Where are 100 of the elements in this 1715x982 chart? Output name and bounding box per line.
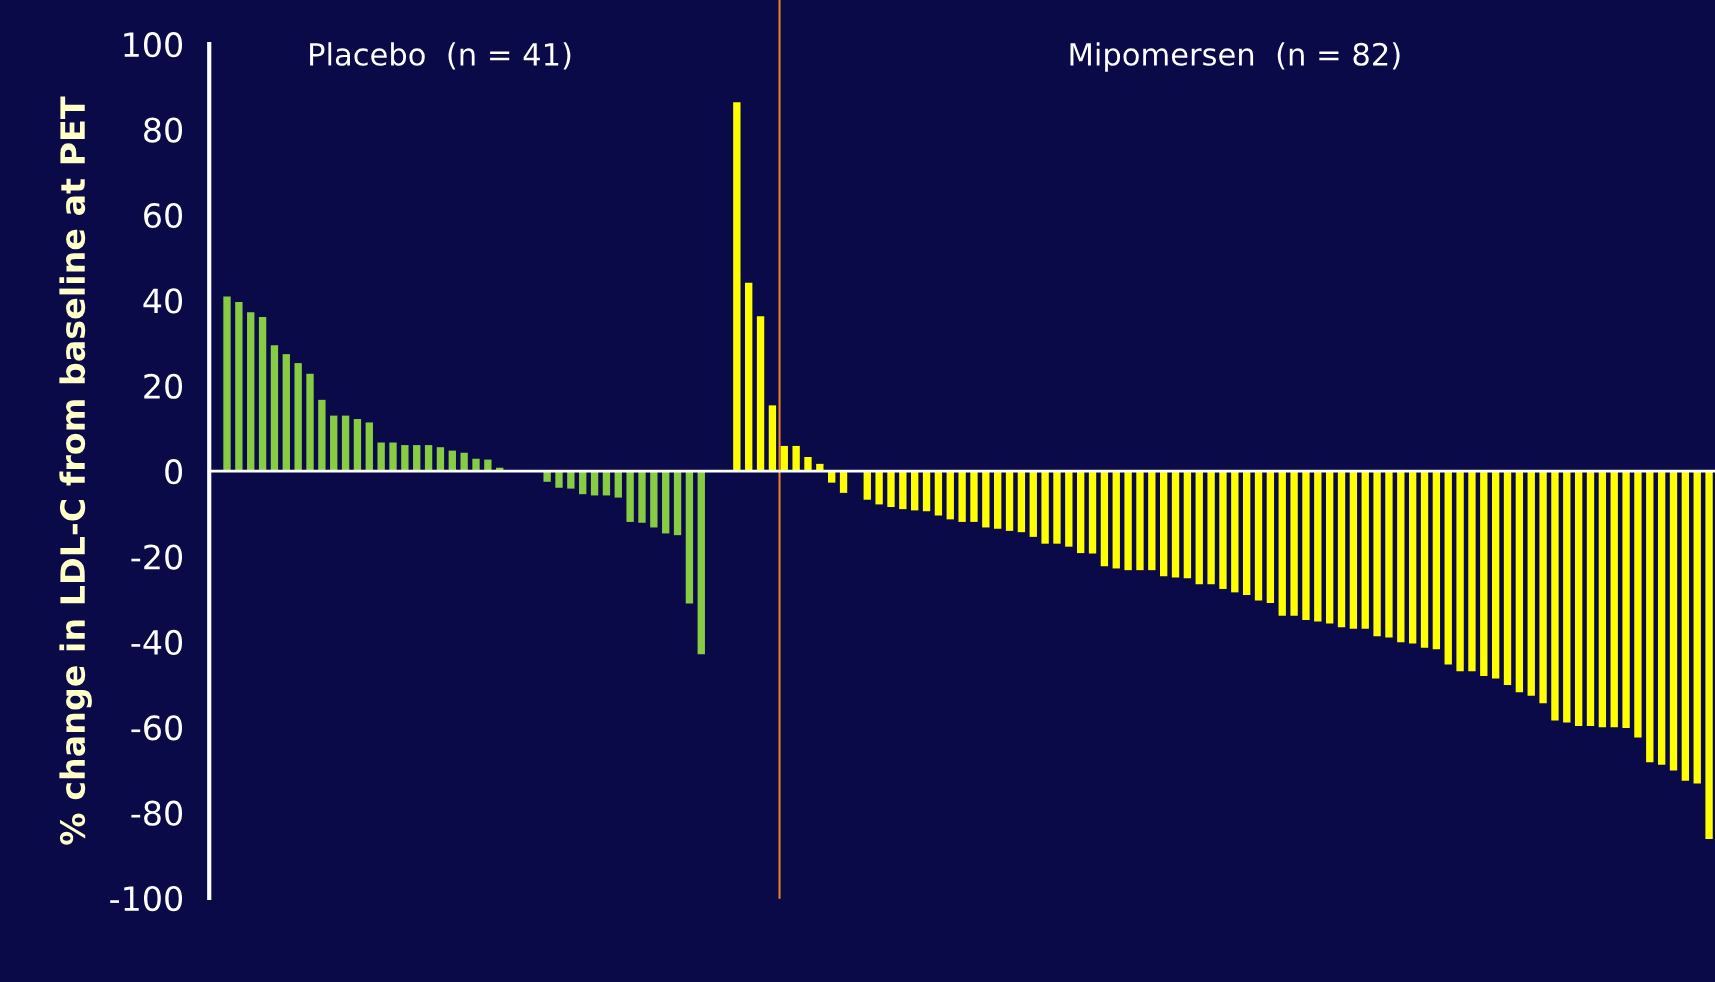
bar	[1349, 471, 1358, 629]
bar	[472, 458, 480, 472]
bar	[1646, 471, 1654, 763]
bar	[1242, 471, 1251, 595]
bar	[650, 471, 658, 528]
y-tick-label: 60	[144, 202, 183, 229]
bar	[1385, 471, 1393, 638]
bar	[1160, 471, 1168, 577]
bar	[1444, 471, 1452, 665]
bar	[1302, 471, 1310, 621]
bar	[1574, 471, 1583, 726]
bar	[1053, 471, 1061, 544]
bar	[662, 471, 670, 534]
bar	[1515, 471, 1524, 693]
bar	[733, 102, 741, 472]
bar	[306, 373, 314, 472]
bar	[1124, 471, 1132, 571]
bar	[1088, 471, 1097, 554]
bar	[934, 471, 943, 516]
bar	[258, 316, 267, 472]
bar	[460, 452, 468, 472]
bar	[1195, 471, 1203, 585]
bar	[1136, 471, 1144, 571]
bar	[982, 471, 990, 528]
bar	[768, 405, 777, 472]
bar	[1029, 471, 1037, 537]
bar	[1171, 471, 1180, 578]
bar	[1681, 471, 1690, 781]
bar	[1219, 471, 1227, 589]
y-tick-label: -80	[131, 800, 183, 826]
bar	[401, 445, 409, 472]
bar	[1480, 471, 1488, 677]
bar	[484, 459, 492, 472]
bar	[1231, 471, 1239, 593]
bar	[1408, 471, 1417, 644]
bar	[1361, 471, 1369, 629]
bar	[1420, 471, 1429, 648]
bar	[1290, 471, 1298, 616]
bar	[1337, 471, 1346, 628]
bar	[1005, 471, 1014, 531]
bar	[994, 471, 1002, 529]
bar	[330, 415, 338, 472]
bar	[1598, 471, 1607, 728]
bar	[377, 442, 385, 472]
bar	[685, 471, 694, 604]
y-axis-title: % change in LDL-C from baseline at PET	[59, 96, 92, 845]
bar	[1539, 471, 1547, 704]
bar	[282, 354, 290, 472]
y-tick-label: -20	[131, 544, 183, 570]
bar	[270, 345, 279, 472]
bar	[1077, 471, 1085, 554]
bar	[1705, 471, 1713, 840]
bar	[1183, 471, 1192, 579]
y-tick-label: 20	[144, 373, 183, 399]
bar	[543, 471, 551, 482]
bar	[365, 422, 373, 472]
bar	[223, 296, 231, 472]
bar	[1503, 471, 1512, 685]
bar	[1610, 471, 1618, 728]
bar	[626, 471, 634, 522]
bar	[1314, 471, 1322, 622]
bar	[1563, 471, 1571, 723]
bar	[294, 363, 302, 472]
bar	[922, 471, 931, 512]
bar	[1693, 471, 1701, 784]
bar	[318, 399, 326, 472]
bar	[341, 415, 350, 472]
y-tick-label: 80	[144, 117, 183, 143]
y-tick-label: 0	[165, 459, 183, 485]
bar	[1491, 471, 1500, 679]
bar	[1456, 471, 1464, 672]
bar	[1669, 471, 1678, 771]
bar	[235, 302, 243, 472]
bar	[911, 471, 919, 511]
bar	[816, 463, 824, 472]
bar	[1266, 471, 1275, 604]
bar	[413, 445, 421, 472]
bar	[1017, 471, 1026, 533]
bar	[1622, 471, 1630, 729]
bar	[1100, 471, 1109, 567]
bar	[780, 445, 788, 472]
bar	[1278, 471, 1286, 616]
annotation: Placebo (n = 41)	[310, 42, 571, 70]
bar	[1397, 471, 1405, 643]
bar	[614, 471, 622, 498]
bar	[1148, 471, 1156, 571]
bar	[247, 312, 255, 472]
bar	[567, 471, 575, 489]
bar	[804, 457, 812, 472]
bar	[970, 471, 978, 522]
bar	[1112, 471, 1120, 569]
bar	[1254, 471, 1263, 601]
bar	[424, 445, 433, 472]
bar	[1041, 471, 1049, 544]
annotation: Mipomersen (n = 82)	[1070, 42, 1400, 72]
bar	[1207, 471, 1215, 585]
y-tick-label: 40	[143, 288, 183, 314]
bar	[1527, 471, 1535, 696]
bar	[887, 471, 895, 507]
bar	[1065, 471, 1073, 547]
